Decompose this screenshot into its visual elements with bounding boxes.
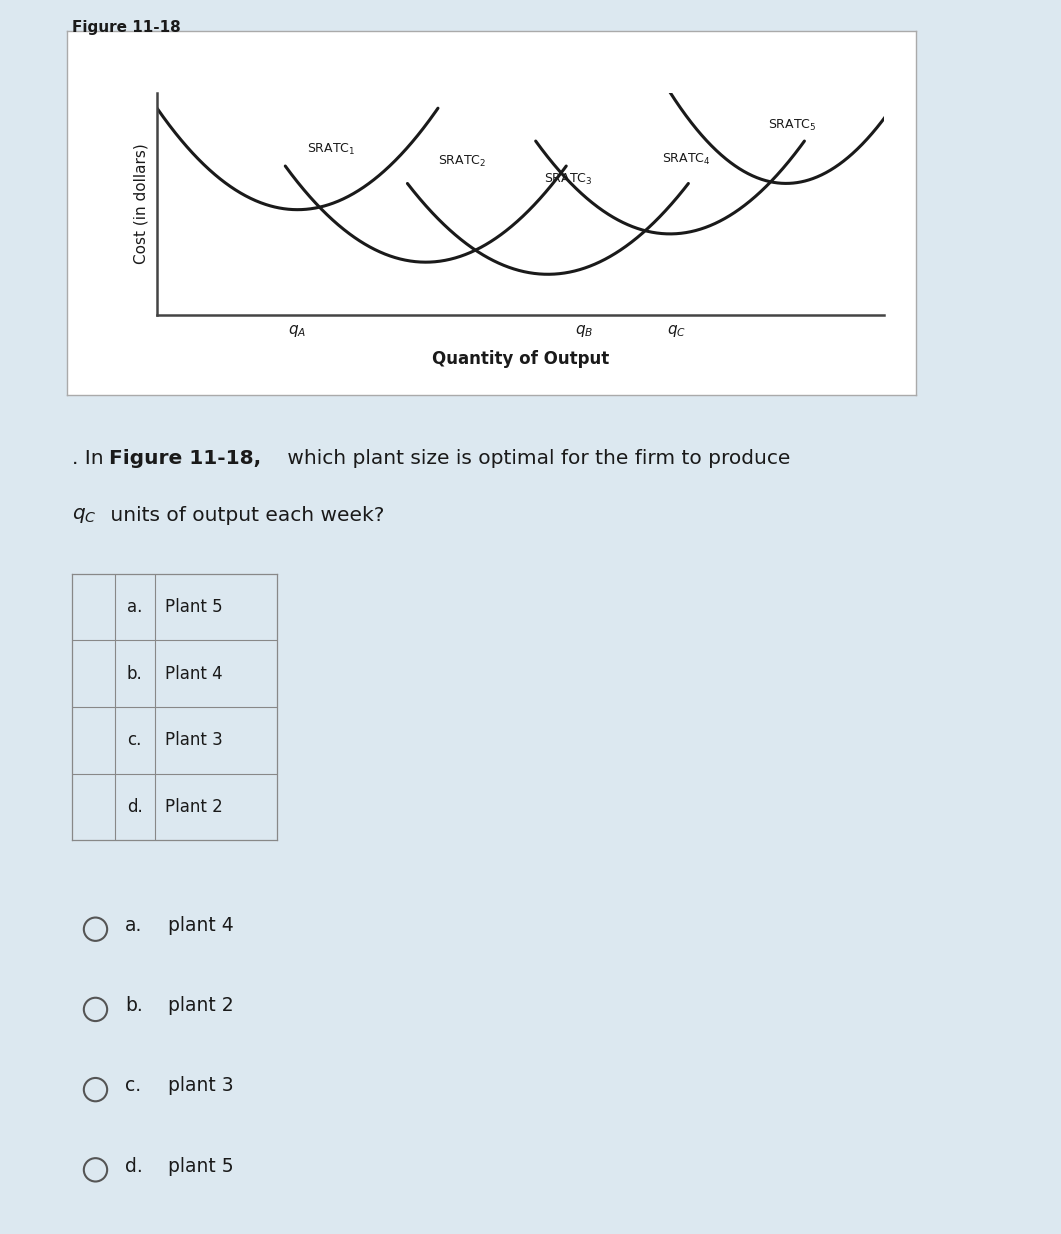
Text: SRATC$_1$: SRATC$_1$ xyxy=(308,142,355,157)
Text: c.: c. xyxy=(127,732,142,749)
Text: Plant 2: Plant 2 xyxy=(164,798,223,816)
Text: SRATC$_4$: SRATC$_4$ xyxy=(661,152,710,168)
Text: $q_C$: $q_C$ xyxy=(72,506,97,524)
Y-axis label: Cost (in dollars): Cost (in dollars) xyxy=(134,143,149,264)
Text: . In: . In xyxy=(72,449,110,468)
Text: plant 3: plant 3 xyxy=(168,1076,233,1096)
Text: a.: a. xyxy=(125,916,142,935)
Text: c.: c. xyxy=(125,1076,141,1096)
Text: SRATC$_3$: SRATC$_3$ xyxy=(544,173,593,188)
Text: SRATC$_5$: SRATC$_5$ xyxy=(768,117,816,133)
Text: b.: b. xyxy=(125,996,143,1016)
Text: a.: a. xyxy=(127,598,142,616)
Text: plant 2: plant 2 xyxy=(168,996,233,1016)
Text: which plant size is optimal for the firm to produce: which plant size is optimal for the firm… xyxy=(281,449,790,468)
Text: units of output each week?: units of output each week? xyxy=(104,506,384,524)
Text: plant 5: plant 5 xyxy=(168,1156,233,1176)
Text: Plant 4: Plant 4 xyxy=(164,665,223,682)
Text: d.: d. xyxy=(127,798,142,816)
Text: d.: d. xyxy=(125,1156,143,1176)
Text: plant 4: plant 4 xyxy=(168,916,233,935)
Text: Figure 11-18: Figure 11-18 xyxy=(72,20,180,35)
Text: Plant 3: Plant 3 xyxy=(164,732,223,749)
Text: Plant 5: Plant 5 xyxy=(164,598,223,616)
Text: Figure 11-18,: Figure 11-18, xyxy=(109,449,261,468)
Text: SRATC$_2$: SRATC$_2$ xyxy=(438,154,486,169)
X-axis label: Quantity of Output: Quantity of Output xyxy=(432,350,609,368)
Text: b.: b. xyxy=(127,665,142,682)
